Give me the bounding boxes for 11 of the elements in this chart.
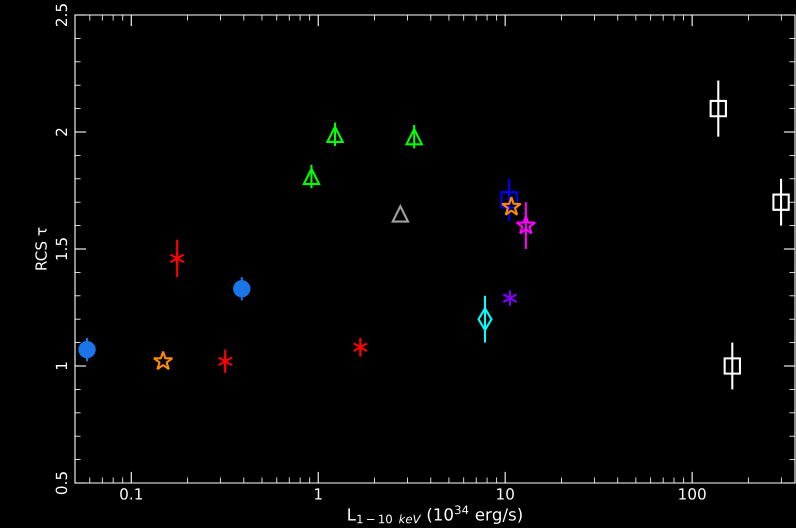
y-tick-label: 1 bbox=[56, 362, 67, 370]
y-tick-label: 2.5 bbox=[56, 4, 68, 26]
y-axis-title: RCS τ bbox=[35, 228, 47, 270]
y-tick-label: 1.5 bbox=[56, 238, 68, 260]
x-tick-label: 100 bbox=[679, 488, 706, 500]
x-tick-label: 1 bbox=[315, 488, 322, 500]
x-tick-label: 0.1 bbox=[120, 488, 142, 500]
x-tick-label: 10 bbox=[497, 488, 514, 500]
y-tick-label: 0.5 bbox=[56, 472, 68, 494]
y-tick-label: 2 bbox=[56, 128, 67, 136]
x-axis-title: L$_{1−10 keV}$ (10$^{34}$ erg/s) bbox=[348, 505, 522, 524]
